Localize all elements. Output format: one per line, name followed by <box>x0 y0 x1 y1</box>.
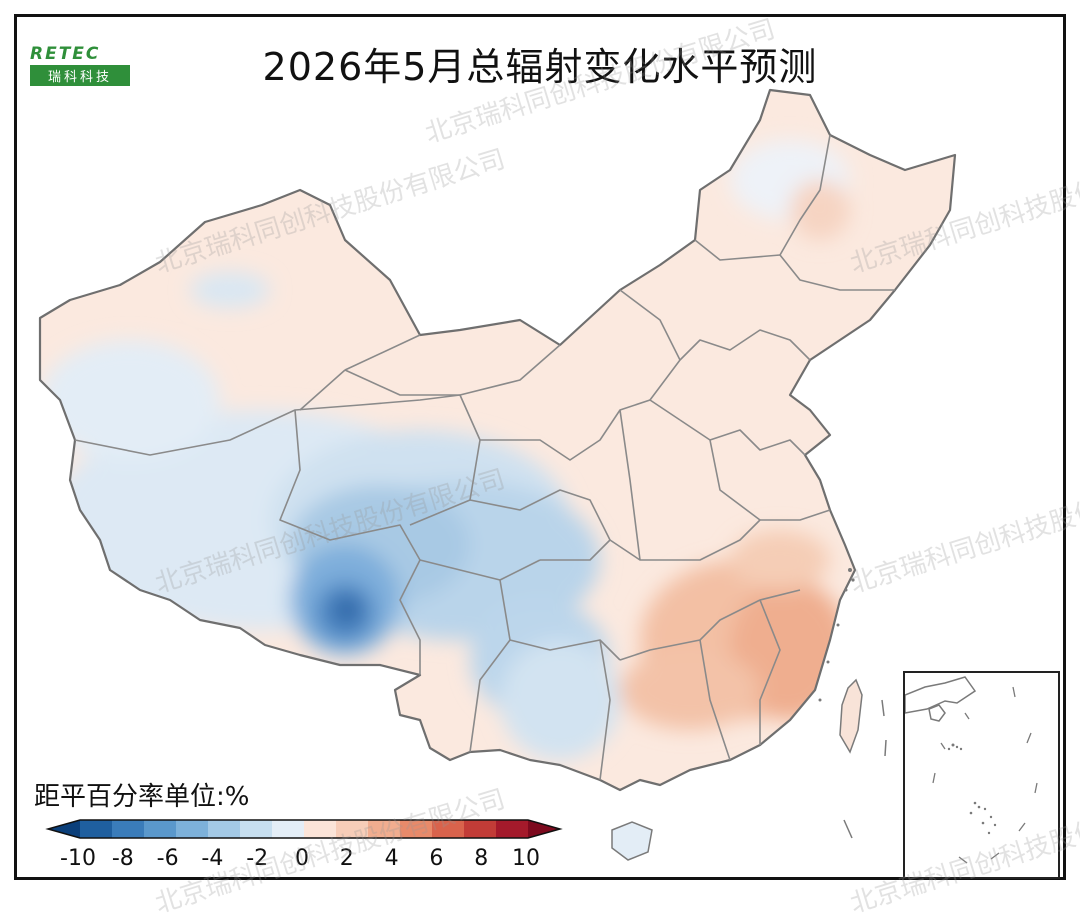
color-bar-swatch <box>528 820 560 838</box>
color-bar-tick-label: -6 <box>156 846 179 871</box>
company-logo: RETEC 瑞科科技 <box>30 44 130 86</box>
color-bar-tick-label: -4 <box>201 846 224 871</box>
legend-title: 距平百分率单位:% <box>34 782 250 812</box>
color-bar-tick-label: 6 <box>429 846 444 871</box>
color-bar-tick-label: 0 <box>295 846 309 871</box>
color-bar-swatch <box>272 820 305 838</box>
color-bar-tick-label: -2 <box>246 846 269 871</box>
south-china-sea-inset <box>903 671 1060 879</box>
logo-text: RETEC <box>30 44 101 64</box>
color-bar-tick-label: -10 <box>60 846 96 871</box>
color-bar-swatch <box>464 820 497 838</box>
color-bar-tick-label: 8 <box>474 846 489 871</box>
color-bar-swatch <box>336 820 369 838</box>
color-bar-swatch <box>368 820 401 838</box>
color-bar <box>45 819 563 839</box>
color-bar-swatch <box>304 820 337 838</box>
color-bar-outline <box>45 819 563 839</box>
color-bar-swatch <box>112 820 145 838</box>
color-bar-tick-label: -8 <box>111 846 134 871</box>
color-bar-swatch <box>80 820 113 838</box>
color-bar-swatch <box>240 820 273 838</box>
china-radiation-map <box>38 88 957 861</box>
logo-subtext: 瑞科科技 <box>30 65 130 86</box>
color-bar-tick-label: 10 <box>512 846 540 871</box>
color-bar-tick-label: 4 <box>384 846 399 871</box>
color-bar-tick-label: 2 <box>339 846 354 871</box>
color-bar-swatch <box>432 820 465 838</box>
color-bar-swatch <box>48 820 80 838</box>
color-bar-swatch <box>144 820 177 838</box>
inset-map <box>904 676 1038 864</box>
color-bar-swatch <box>208 820 241 838</box>
color-bar-swatch <box>400 820 433 838</box>
map-title: 2026年5月总辐射变化水平预测 <box>262 45 818 89</box>
color-bar-ticks: -10 -8 -6 -4 -2 0 2 4 6 8 10 <box>0 846 1080 876</box>
color-bar-swatch <box>496 820 529 838</box>
color-bar-swatch <box>176 820 209 838</box>
